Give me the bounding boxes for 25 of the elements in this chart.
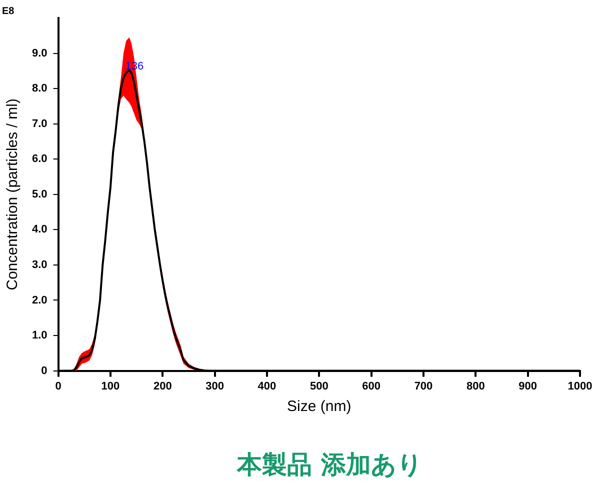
y-tick-label: 0 — [41, 364, 48, 377]
x-tick-label: 0 — [55, 380, 62, 392]
y-tick-label: 7.0 — [32, 118, 48, 130]
x-tick-label: 200 — [153, 380, 172, 392]
x-tick-label: 500 — [310, 380, 328, 392]
y-tick-label: 4.0 — [32, 224, 48, 236]
y-tick-label: 1.0 — [32, 330, 48, 342]
y-axis-title: Concentration (particles / ml) — [4, 98, 22, 290]
x-tick-label: 700 — [414, 380, 433, 392]
y-tick-label: 8.0 — [32, 82, 48, 95]
x-tick-label: 800 — [466, 380, 485, 392]
y-tick-label: 3.0 — [32, 258, 48, 271]
x-tick-label: 900 — [518, 380, 538, 392]
x-tick-label: 100 — [101, 380, 120, 392]
text: 本製品 添加あり — [236, 449, 424, 481]
x-tick-label: 1000 — [568, 380, 592, 392]
x-tick-label: 600 — [362, 380, 380, 392]
x-axis-title: Size (nm) — [287, 398, 352, 416]
y-tick-label: 5.0 — [32, 188, 48, 200]
y-tick-label: 2.0 — [32, 294, 48, 306]
text: E8 — [2, 6, 15, 17]
x-tick-label: 400 — [258, 380, 276, 392]
x-tick-label: 300 — [206, 380, 224, 392]
y-tick-label: 6.0 — [32, 153, 48, 166]
y-tick-label: 9.0 — [32, 47, 48, 60]
